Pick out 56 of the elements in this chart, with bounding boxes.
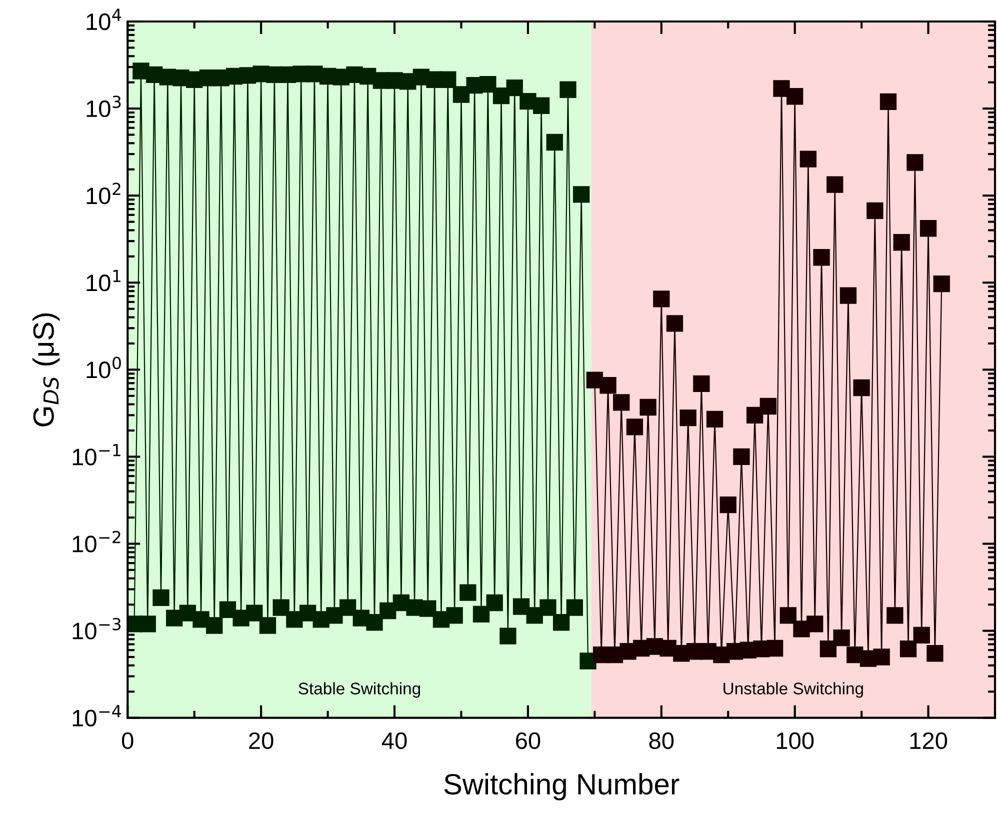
band-label: Stable Switching — [298, 682, 420, 698]
point — [906, 154, 924, 171]
point — [780, 607, 796, 624]
point — [773, 80, 790, 97]
point — [720, 496, 736, 514]
x-tick-label: 40 — [382, 732, 407, 750]
y-tick-label: 10$^{2}$ — [86, 182, 120, 204]
x-tick-label: 20 — [249, 732, 274, 750]
y-tick-label: 10$^{1}$ — [86, 270, 120, 292]
point — [820, 640, 837, 658]
point — [880, 93, 897, 110]
point — [806, 616, 824, 632]
y-tick-label: 10$^{−1}$ — [72, 444, 120, 466]
point — [653, 290, 670, 308]
point — [833, 630, 850, 646]
point — [813, 249, 830, 266]
point — [766, 640, 784, 657]
y-tick-label: 10$^{−3}$ — [72, 618, 121, 640]
point — [706, 410, 724, 428]
x-axis-title: Switching Number — [444, 773, 680, 800]
point — [600, 377, 616, 394]
point — [733, 448, 750, 466]
point — [613, 394, 630, 411]
point — [873, 648, 890, 666]
band-label: Unstable Switching — [724, 682, 863, 698]
point — [800, 150, 817, 168]
y-tick-label: 10$^{4}$ — [86, 8, 122, 30]
point — [913, 626, 930, 644]
point — [920, 220, 937, 237]
point — [853, 379, 870, 396]
point — [640, 398, 656, 416]
y-tick-label: 10$^{3}$ — [86, 96, 121, 118]
point — [666, 315, 684, 332]
point — [926, 645, 944, 662]
point — [840, 287, 857, 304]
point — [626, 418, 644, 436]
y-tick-label: 10$^{−4}$ — [72, 705, 121, 726]
point — [693, 375, 710, 392]
point — [786, 88, 804, 105]
point — [680, 409, 696, 426]
y-axis-title: G$_{DS}$ (μS) — [32, 313, 60, 426]
point — [866, 202, 884, 220]
x-tick-label: 120 — [910, 732, 948, 750]
x-tick-label: 80 — [649, 732, 674, 750]
point — [900, 640, 917, 658]
point — [893, 234, 910, 251]
x-tick-label: 100 — [776, 732, 814, 750]
x-tick-label: 60 — [516, 732, 540, 750]
point — [886, 607, 904, 624]
x-tick-label: 0 — [122, 732, 134, 750]
y-tick-label: 10$^{0}$ — [86, 356, 121, 378]
point — [933, 275, 950, 292]
point — [760, 398, 776, 415]
point — [746, 406, 764, 424]
point — [826, 176, 844, 193]
y-tick-label: 10$^{−2}$ — [72, 530, 120, 552]
